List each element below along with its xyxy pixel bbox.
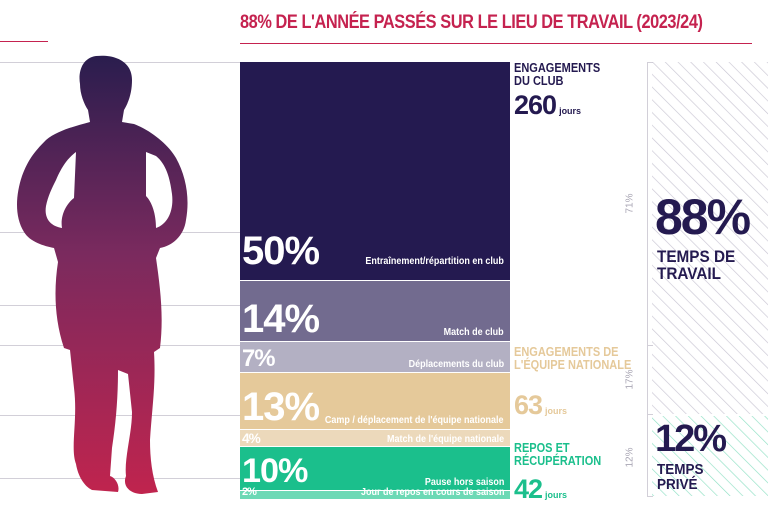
player-silhouette-icon	[17, 55, 188, 494]
segment-value-label: 13%	[242, 384, 320, 429]
segment-value-label: 7%	[242, 344, 276, 372]
segment-category-label: Camp / déplacement de l'équipe nationale	[325, 414, 504, 426]
bracket-label-club: 71%	[624, 193, 636, 214]
work-percentage: 88%	[655, 189, 751, 245]
club-days: 260 jours	[514, 90, 582, 120]
segment-value-label: 2%	[242, 485, 257, 498]
group-title-national: ENGAGEMENTS DE L'ÉQUIPE NATIONALE	[514, 345, 632, 373]
bar-segment: 50% Entraînement/répartition en club	[240, 62, 510, 280]
bar-segment: 7% Déplacements du club	[240, 342, 510, 372]
ruler-line	[0, 478, 240, 479]
bar-segment: 14% Match de club	[240, 281, 510, 342]
work-label: TEMPS DE TRAVAIL	[657, 247, 736, 284]
segment-value-label: 10%	[242, 452, 308, 491]
segment-category-label: Match de l'équipe nationale	[386, 434, 504, 446]
segment-category-label: Jour de repos en cours de saison	[360, 486, 504, 498]
bracket-tick	[647, 345, 653, 346]
private-label: TEMPS PRIVÉ	[657, 461, 704, 494]
bar-segment: 2% Jour de repos en cours de saison	[240, 486, 510, 499]
rest-days: 42 jours	[514, 474, 568, 504]
segment-value-label: 4%	[242, 430, 261, 446]
summary-hatch	[652, 62, 768, 496]
work-hatch	[652, 62, 768, 414]
bracket-tick	[647, 62, 653, 63]
chart-title: 88% DE L'ANNÉE PASSÉS SUR LE LIEU DE TRA…	[240, 12, 703, 33]
ruler-line	[0, 415, 240, 416]
segment-value-label: 14%	[242, 296, 320, 341]
bracket-tick	[647, 496, 653, 497]
segment-category-label: Déplacements du club	[408, 359, 504, 371]
bar-segment: 13% Camp / déplacement de l'équipe nation…	[240, 372, 510, 429]
bracket-label-rest: 12%	[624, 447, 636, 468]
bracket-line	[647, 62, 648, 496]
national-days: 63 jours	[514, 390, 568, 420]
group-title-club: ENGAGEMENTS DU CLUB	[514, 61, 601, 89]
segment-category-label: Pause hors saison	[424, 476, 504, 488]
segment-category-label: Match de club	[443, 326, 504, 338]
bar-segment: 10% Pause hors saison	[240, 447, 510, 491]
bar-segment: 4% Match de l'équipe nationale	[240, 429, 510, 447]
bracket-tick	[647, 414, 653, 415]
title-underline	[240, 43, 752, 44]
private-hatch	[652, 416, 768, 496]
segment-category-label: Entraînement/répartition en club	[365, 255, 504, 267]
segment-value-label: 50%	[242, 229, 320, 274]
bracket-label-national: 17%	[624, 369, 636, 390]
private-percentage: 12%	[655, 418, 727, 460]
accent-line	[0, 41, 48, 42]
group-title-rest: REPOS ET RÉCUPÉRATION	[514, 441, 602, 469]
